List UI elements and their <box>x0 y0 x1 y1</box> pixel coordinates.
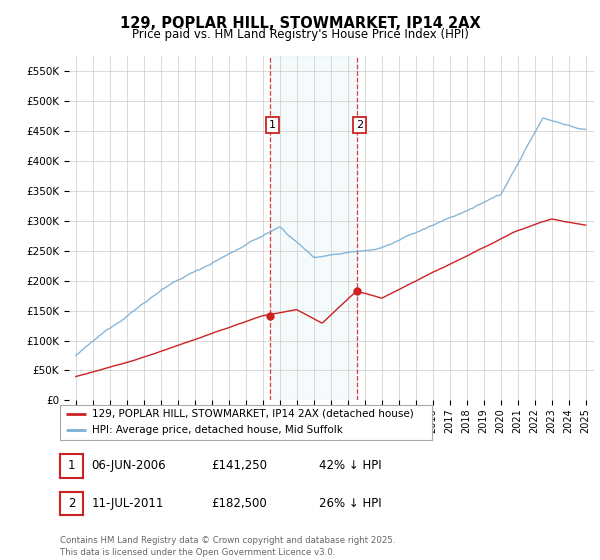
Bar <box>270 56 356 400</box>
Text: 26% ↓ HPI: 26% ↓ HPI <box>319 497 382 510</box>
Text: 06-JUN-2006: 06-JUN-2006 <box>91 459 166 473</box>
Text: £141,250: £141,250 <box>211 459 267 473</box>
Text: Contains HM Land Registry data © Crown copyright and database right 2025.
This d: Contains HM Land Registry data © Crown c… <box>60 536 395 557</box>
Text: 42% ↓ HPI: 42% ↓ HPI <box>319 459 382 473</box>
Text: 1: 1 <box>68 459 75 473</box>
Text: 1: 1 <box>269 120 276 130</box>
Text: 129, POPLAR HILL, STOWMARKET, IP14 2AX (detached house): 129, POPLAR HILL, STOWMARKET, IP14 2AX (… <box>92 409 413 418</box>
Text: HPI: Average price, detached house, Mid Suffolk: HPI: Average price, detached house, Mid … <box>92 425 343 435</box>
Text: 2: 2 <box>356 120 363 130</box>
Text: £182,500: £182,500 <box>211 497 267 510</box>
Text: 129, POPLAR HILL, STOWMARKET, IP14 2AX: 129, POPLAR HILL, STOWMARKET, IP14 2AX <box>119 16 481 31</box>
Text: Price paid vs. HM Land Registry's House Price Index (HPI): Price paid vs. HM Land Registry's House … <box>131 28 469 41</box>
Text: 2: 2 <box>68 497 75 510</box>
Text: 11-JUL-2011: 11-JUL-2011 <box>91 497 164 510</box>
